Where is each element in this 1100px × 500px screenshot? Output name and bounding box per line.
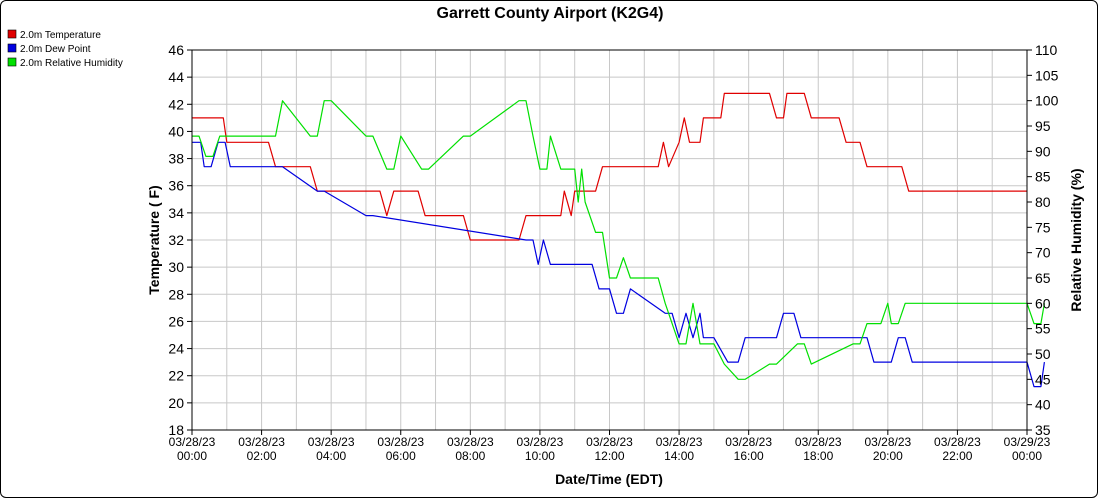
right-tick-label: 35: [1035, 422, 1051, 438]
right-tick-label: 65: [1035, 270, 1051, 286]
legend-label: 2.0m Temperature: [20, 30, 101, 41]
x-tick-date: 03/28/23: [377, 435, 424, 449]
right-tick-label: 55: [1035, 321, 1051, 337]
right-tick-label: 110: [1035, 42, 1058, 58]
legend-swatch: [7, 29, 17, 39]
left-axis-ticks: 18 20 22 24 26 28 30 32 34 36 38 40 42 44 46: [168, 42, 192, 438]
right-tick-label: 90: [1035, 143, 1051, 159]
x-tick-date: 03/29/23: [1004, 435, 1051, 449]
x-tick-time: 18:00: [803, 449, 833, 463]
x-axis-ticks: 03/28/2300:0003/28/2302:0003/28/2304:000…: [169, 430, 1051, 463]
left-tick-label: 26: [168, 313, 184, 329]
right-tick-label: 40: [1035, 397, 1051, 413]
left-tick-label: 24: [168, 341, 184, 357]
x-tick-time: 22:00: [942, 449, 972, 463]
right-axis-label: Relative Humidity (%): [1068, 168, 1084, 311]
left-tick-label: 32: [168, 232, 184, 248]
left-tick-label: 28: [168, 286, 184, 302]
left-tick-label: 40: [168, 123, 184, 139]
grid: [191, 49, 1028, 431]
x-tick-date: 03/28/23: [238, 435, 285, 449]
left-tick-label: 42: [168, 96, 184, 112]
x-tick-time: 08:00: [455, 449, 485, 463]
series-line-2: [192, 141, 1045, 388]
left-tick-label: 44: [168, 69, 184, 85]
right-axis-ticks: 35 40 45 50 55 60 65 70 75 80 85 90 95 100 105 110: [1027, 42, 1059, 438]
left-tick-label: 38: [168, 151, 184, 167]
right-tick-label: 45: [1035, 371, 1051, 387]
right-tick-label: 105: [1035, 67, 1059, 83]
right-tick-label: 50: [1035, 346, 1051, 362]
left-tick-label: 36: [168, 178, 184, 194]
right-tick-label: 95: [1035, 118, 1051, 134]
x-tick-date: 03/28/23: [308, 435, 355, 449]
x-tick-time: 20:00: [873, 449, 903, 463]
x-tick-time: 10:00: [525, 449, 555, 463]
left-axis-label: Temperature ( F): [146, 185, 162, 294]
legend-label: 2.0m Dew Point: [20, 44, 91, 55]
x-tick-time: 06:00: [386, 449, 416, 463]
x-tick-date: 03/28/23: [656, 435, 703, 449]
left-tick-label: 18: [168, 422, 184, 438]
x-tick-date: 03/28/23: [725, 435, 772, 449]
x-tick-time: 12:00: [594, 449, 624, 463]
right-tick-label: 75: [1035, 219, 1051, 235]
x-tick-time: 02:00: [247, 449, 277, 463]
legend: 2.0m Temperature 2.0m Dew Point 2.0m Relat…: [7, 29, 123, 69]
legend-swatch: [7, 43, 17, 53]
x-tick-date: 03/28/23: [586, 435, 633, 449]
right-tick-label: 85: [1035, 169, 1051, 185]
left-tick-label: 20: [168, 395, 184, 411]
x-tick-time: 04:00: [316, 449, 346, 463]
x-tick-time: 14:00: [664, 449, 694, 463]
x-tick-date: 03/28/23: [447, 435, 494, 449]
x-tick-time: 16:00: [734, 449, 764, 463]
chart-title: Garrett County Airport (K2G4): [437, 5, 664, 22]
x-tick-date: 03/28/23: [864, 435, 911, 449]
left-tick-label: 22: [168, 368, 184, 384]
right-tick-label: 100: [1035, 93, 1059, 109]
series-line-3: [192, 100, 1045, 380]
x-axis-label: Date/Time (EDT): [555, 471, 663, 487]
series-lines: [192, 92, 1045, 388]
right-tick-label: 70: [1035, 245, 1051, 261]
legend-label: 2.0m Relative Humidity: [20, 58, 123, 69]
left-tick-label: 34: [168, 205, 184, 221]
right-tick-label: 80: [1035, 194, 1051, 210]
x-tick-date: 03/28/23: [795, 435, 842, 449]
left-tick-label: 46: [168, 42, 184, 58]
x-tick-time: 00:00: [177, 449, 207, 463]
x-tick-date: 03/28/23: [517, 435, 564, 449]
legend-swatch: [7, 57, 17, 67]
x-tick-date: 03/28/23: [169, 435, 216, 449]
x-tick-date: 03/28/23: [934, 435, 981, 449]
series-line-1: [192, 92, 1027, 241]
x-tick-time: 00:00: [1012, 449, 1042, 463]
left-tick-label: 30: [168, 259, 184, 275]
right-tick-label: 60: [1035, 295, 1051, 311]
